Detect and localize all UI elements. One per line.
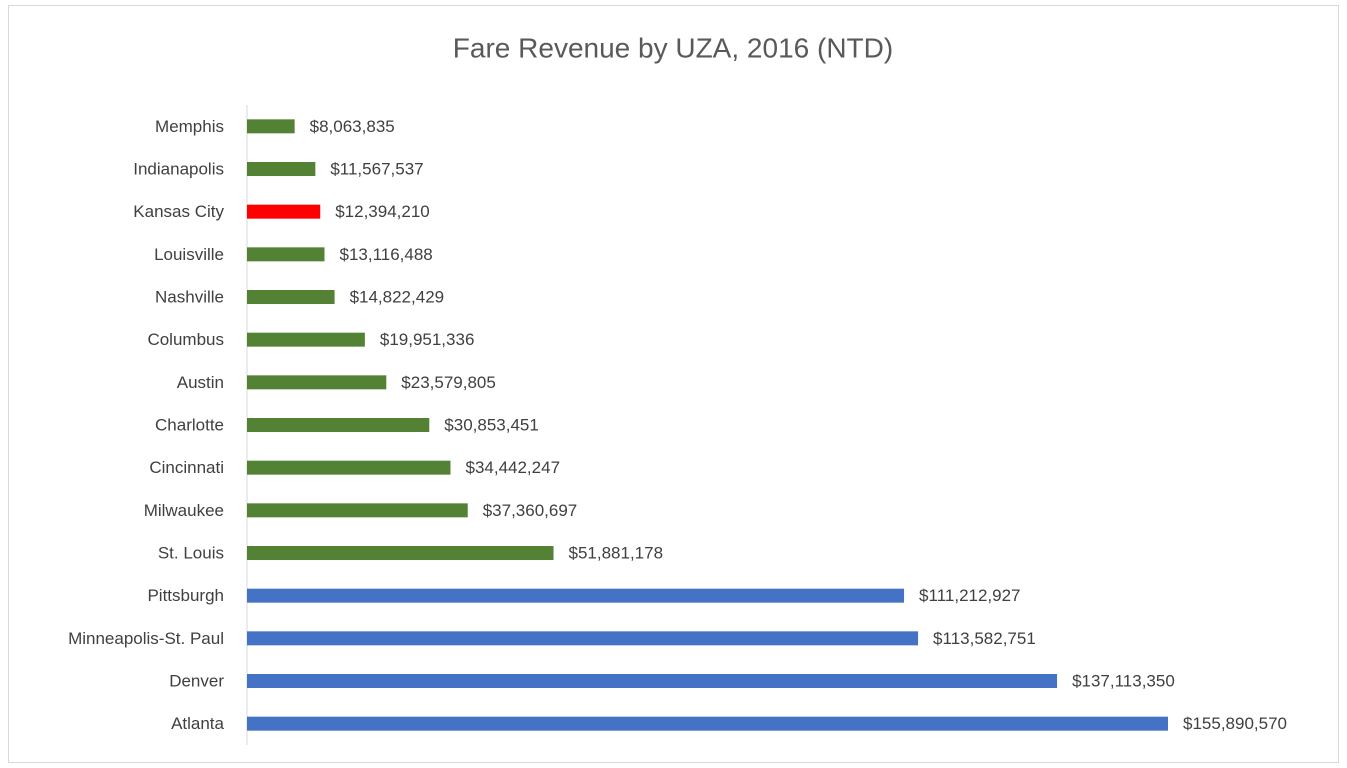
category-label: Atlanta <box>171 714 224 733</box>
bar <box>247 290 335 304</box>
value-label: $113,582,751 <box>933 629 1036 648</box>
bar <box>247 631 919 646</box>
value-label: $19,951,336 <box>380 330 475 349</box>
category-label: Milwaukee <box>144 501 224 520</box>
value-label: $30,853,451 <box>444 415 539 434</box>
category-label: Kansas City <box>133 202 224 221</box>
value-label: $37,360,697 <box>483 501 578 520</box>
chart-title: Fare Revenue by UZA, 2016 (NTD) <box>453 32 893 63</box>
value-label: $23,579,805 <box>401 373 496 392</box>
category-label: Louisville <box>154 245 224 264</box>
category-label: Denver <box>169 671 224 690</box>
category-label: Pittsburgh <box>147 586 224 605</box>
category-label: St. Louis <box>158 543 224 562</box>
bar <box>247 460 451 475</box>
category-label: Memphis <box>155 117 224 136</box>
bar <box>247 119 295 134</box>
category-label: Charlotte <box>155 415 224 434</box>
bar <box>247 674 1058 688</box>
value-label: $11,567,537 <box>330 159 423 178</box>
bar <box>247 332 365 347</box>
value-label: $111,212,927 <box>919 586 1020 605</box>
category-label: Minneapolis-St. Paul <box>68 629 224 648</box>
value-label: $137,113,350 <box>1072 671 1175 690</box>
value-label: $12,394,210 <box>335 202 430 221</box>
bar <box>247 546 554 560</box>
category-label: Austin <box>177 373 224 392</box>
category-label: Cincinnati <box>149 458 224 477</box>
category-label: Columbus <box>147 330 224 349</box>
bar <box>247 418 430 432</box>
bar <box>247 204 321 219</box>
value-label: $13,116,488 <box>339 245 432 264</box>
bar <box>247 503 468 518</box>
category-label: Indianapolis <box>133 159 224 178</box>
bar <box>247 588 905 603</box>
value-label: $51,881,178 <box>569 543 664 562</box>
bar <box>247 716 1169 731</box>
value-label: $8,063,835 <box>310 117 395 136</box>
value-label: $14,822,429 <box>350 287 445 306</box>
value-label: $34,442,247 <box>465 458 560 477</box>
bar <box>247 375 387 390</box>
category-label: Nashville <box>155 287 224 306</box>
bar <box>247 162 316 176</box>
bar <box>247 247 325 262</box>
value-label: $155,890,570 <box>1183 714 1287 733</box>
